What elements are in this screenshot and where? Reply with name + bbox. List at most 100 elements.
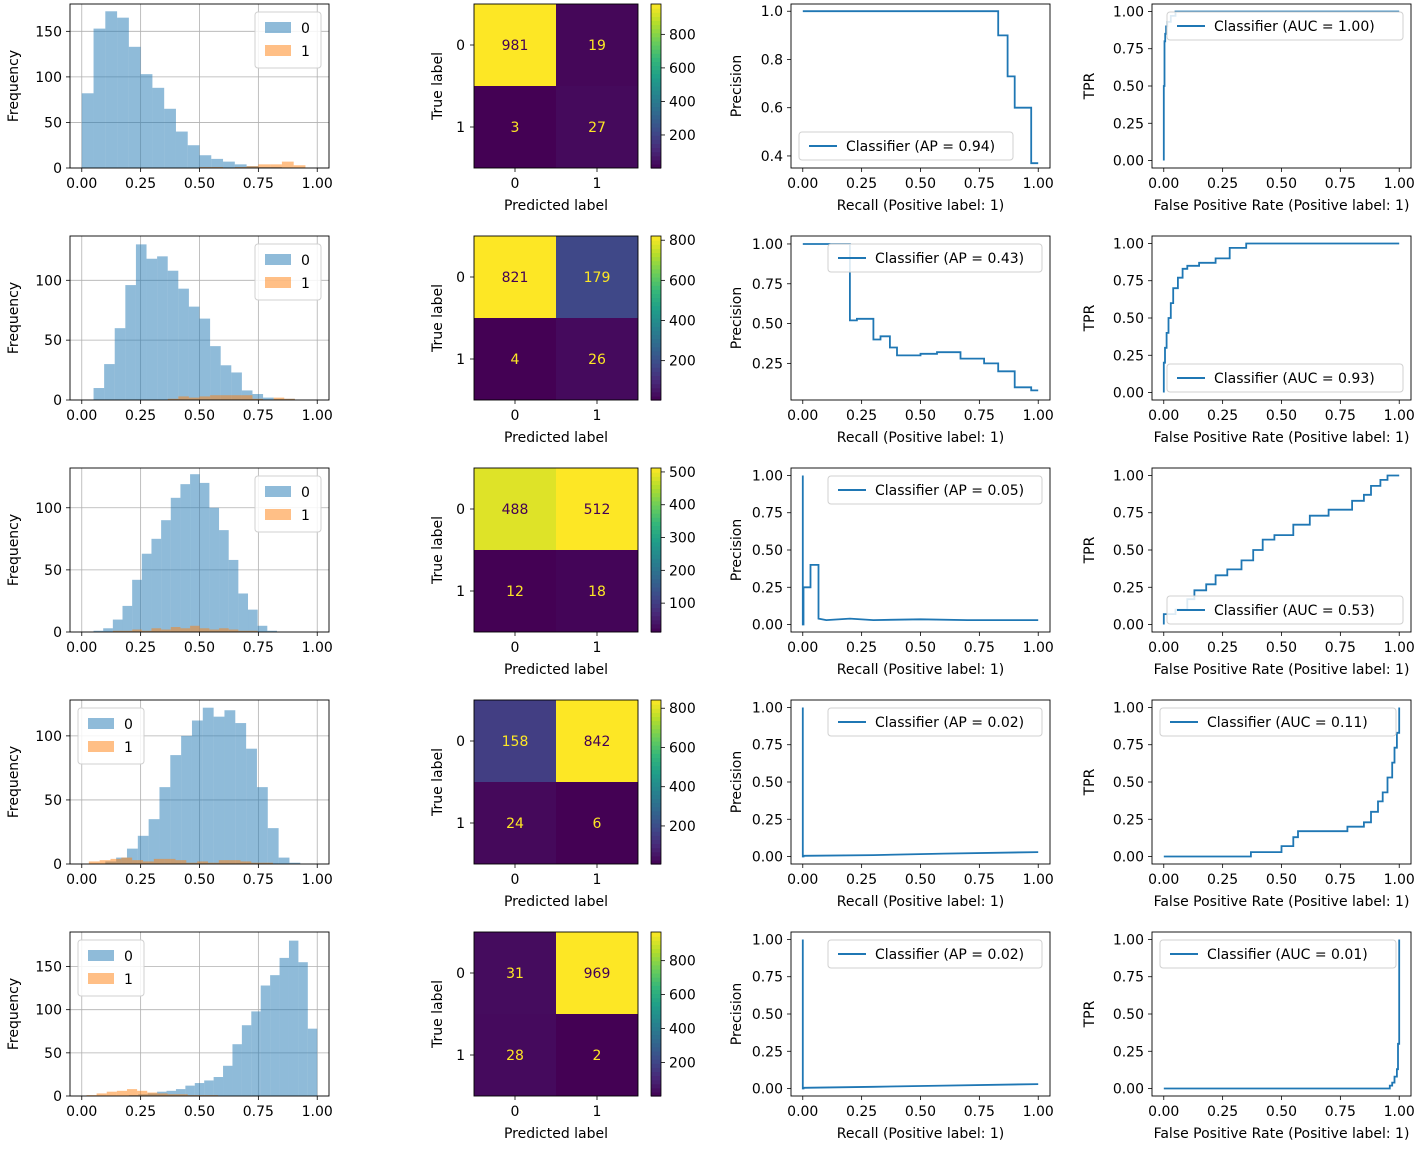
- legend-label: Classifier (AUC = 0.93): [1214, 371, 1375, 387]
- hist-bar: [180, 484, 191, 632]
- colorbar-segment: [651, 720, 661, 726]
- legend-label: Classifier (AP = 0.43): [875, 251, 1024, 267]
- colorbar-segment: [651, 346, 661, 352]
- hist-bar: [126, 848, 138, 864]
- colorbar-tick-label: 100: [669, 596, 696, 612]
- y-tick-label: 0: [53, 625, 62, 641]
- colorbar-segment: [651, 16, 661, 21]
- colorbar-segment: [651, 827, 661, 832]
- hist-bar: [96, 1093, 107, 1096]
- y-axis-label: Precision: [729, 983, 745, 1045]
- hist-bar: [167, 1094, 178, 1096]
- colorbar-segment: [651, 1075, 661, 1081]
- colorbar-segment: [651, 338, 661, 344]
- hist-bar: [121, 857, 133, 864]
- hist-bar: [260, 985, 271, 1096]
- colorbar-segment: [651, 69, 661, 75]
- x-tick-label: 0.25: [846, 408, 877, 424]
- colorbar-segment: [651, 484, 661, 490]
- colorbar-segment: [651, 537, 661, 543]
- colorbar-segment: [651, 281, 661, 286]
- colorbar-segment: [651, 131, 661, 136]
- colorbar-tick-label: 400: [669, 780, 696, 796]
- pr-curve: [801, 939, 1039, 1090]
- y-tick-label: 1: [456, 1048, 465, 1064]
- cm-value: 821: [502, 270, 529, 286]
- hist-bar: [248, 609, 258, 632]
- hist-bar: [197, 861, 208, 864]
- y-tick-label: 1.0: [761, 4, 783, 20]
- colorbar-segment: [651, 102, 661, 108]
- colorbar: 200 400 600 800: [650, 3, 696, 169]
- colorbar-segment: [651, 732, 661, 738]
- legend-box: [254, 475, 322, 533]
- pr-curve: [801, 707, 1039, 858]
- axes-frame: [1151, 467, 1412, 633]
- colorbar-segment: [651, 1014, 661, 1019]
- cm-value: 842: [584, 734, 611, 750]
- cm-value: 488: [502, 502, 529, 518]
- hist-bar: [105, 11, 118, 168]
- legend-swatch-1: [265, 45, 291, 56]
- colorbar-segment: [651, 268, 661, 274]
- colorbar-tick-label: 200: [669, 819, 696, 835]
- colorbar-segment: [651, 554, 661, 559]
- colorbar-segment: [651, 745, 661, 750]
- colorbar-segment: [651, 806, 661, 812]
- colorbar-segment: [651, 163, 661, 169]
- colorbar-tick-label: 400: [669, 498, 696, 514]
- confusion-matrix-panel: 821 179 4 26 0 1 0 1 Predicted label True label 20…: [430, 233, 696, 446]
- colorbar-tick-label: 600: [669, 61, 696, 77]
- hist-bar: [289, 862, 301, 864]
- cm-cell: [474, 550, 556, 632]
- confusion-matrix-panel: 981 19 3 27 0 1 0 1 Predicted label True label 200…: [430, 3, 696, 214]
- y-tick-label: 0.50: [752, 775, 783, 791]
- hist-series-1: [199, 161, 306, 168]
- hist-bar: [204, 1080, 214, 1096]
- y-tick-label: 0.75: [752, 738, 783, 754]
- colorbar-segment: [651, 810, 661, 816]
- colorbar-segment: [651, 45, 661, 50]
- axes-frame: [69, 3, 330, 169]
- x-tick-label: 0.25: [125, 640, 156, 656]
- legend-box: [254, 243, 322, 301]
- x-tick-label: 1.00: [1023, 872, 1054, 888]
- x-tick-label: 0.50: [905, 872, 936, 888]
- x-tick-label: 0.25: [125, 872, 156, 888]
- hist-bar: [262, 862, 273, 864]
- colorbar-segment: [651, 578, 661, 584]
- y-tick-label: 1: [456, 120, 465, 136]
- y-tick-label: 0.00: [1113, 1082, 1144, 1098]
- legend: 01: [254, 475, 322, 533]
- cm-value: 3: [511, 120, 520, 136]
- roc-panel: 0.00 0.25 0.50 0.75 1.00 0.00 0.25 0.50 0.75 1.00…: [1082, 931, 1415, 1142]
- axes-frame: [69, 699, 330, 865]
- confusion-matrix-panel: 31 969 28 2 0 1 0 1 Predicted label True label 200…: [430, 931, 696, 1142]
- y-tick-label: 0.25: [1113, 1044, 1144, 1060]
- x-tick-label: 1.00: [1384, 872, 1415, 888]
- legend-swatch-0: [265, 254, 291, 265]
- hist-bar: [219, 628, 229, 632]
- colorbar-segment: [651, 704, 661, 709]
- hist-bar: [279, 957, 289, 1096]
- colorbar-segment: [651, 708, 661, 713]
- colorbar-segment: [651, 240, 661, 245]
- x-tick-label: 0: [511, 872, 520, 888]
- cm-value: 2: [593, 1048, 602, 1064]
- y-tick-label: 0.50: [1113, 1007, 1144, 1023]
- hist-bar: [199, 155, 212, 168]
- colorbar-segment: [651, 952, 661, 958]
- y-tick-label: 1.00: [752, 468, 783, 484]
- axes-frame: [790, 931, 1051, 1097]
- colorbar-segment: [651, 1087, 661, 1093]
- axes-frame: [1151, 235, 1412, 401]
- hist-bar: [141, 630, 152, 632]
- hist-bar: [199, 396, 211, 400]
- colorbar-segment: [651, 90, 661, 95]
- legend-swatch-1: [88, 741, 114, 752]
- pr-curve: [801, 475, 1039, 626]
- colorbar-tick-label: 400: [669, 1022, 696, 1038]
- x-axis-label: Predicted label: [504, 1126, 608, 1142]
- y-axis-label: True label: [430, 980, 446, 1049]
